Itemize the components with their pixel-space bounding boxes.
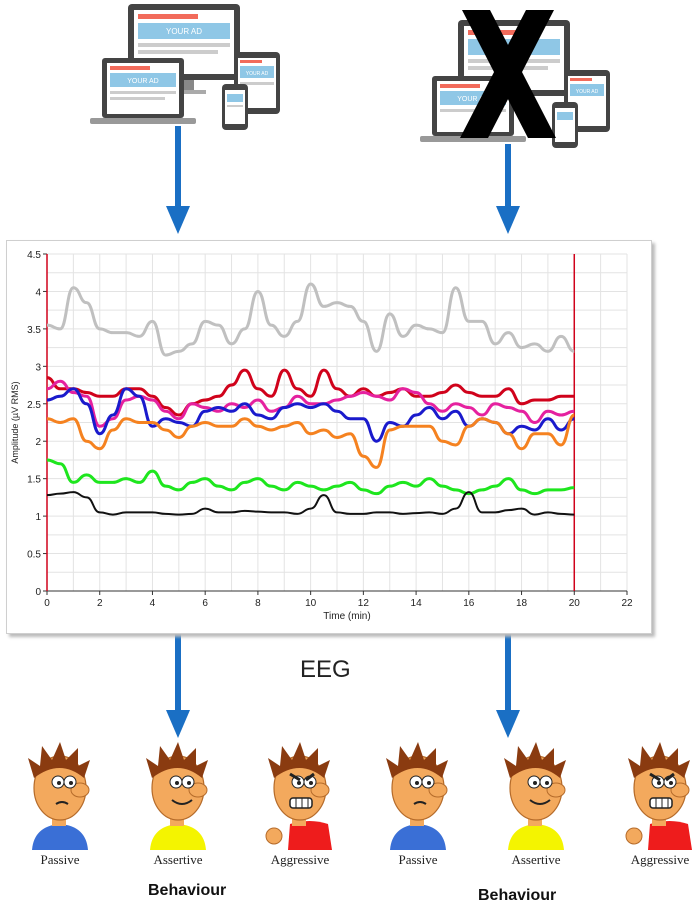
y-tick-label: 2.5 bbox=[27, 400, 41, 411]
x-tick-label: 8 bbox=[255, 598, 261, 609]
x-tick-label: 10 bbox=[305, 598, 317, 609]
ad-text: YOUR AD bbox=[246, 71, 269, 77]
x-tick-label: 16 bbox=[463, 598, 475, 609]
person-label: Assertive bbox=[153, 852, 203, 867]
x-tick-label: 0 bbox=[44, 598, 50, 609]
y-tick-label: 3 bbox=[35, 362, 41, 373]
y-tick-label: 2 bbox=[35, 437, 41, 448]
x-tick-label: 2 bbox=[97, 598, 103, 609]
ad-text: YOUR AD bbox=[457, 96, 489, 103]
y-tick-label: 1.5 bbox=[27, 475, 41, 486]
cross-x-icon bbox=[460, 10, 556, 138]
person-passive-right bbox=[386, 742, 448, 850]
arrow-down-2 bbox=[496, 144, 520, 234]
x-tick-label: 12 bbox=[358, 598, 370, 609]
arrow-down-1 bbox=[166, 126, 190, 234]
eeg-series-line-5 bbox=[46, 458, 575, 496]
person-label: Passive bbox=[398, 852, 438, 867]
y-tick-label: 4 bbox=[35, 287, 41, 298]
ad-text: YOUR AD bbox=[127, 78, 159, 85]
ad-devices-left: YOUR AD YOUR AD YOUR AD bbox=[90, 4, 280, 130]
eeg-series-line-2 bbox=[46, 379, 575, 428]
eeg-series-line-4 bbox=[46, 413, 576, 469]
eeg-series-line-0 bbox=[46, 282, 575, 357]
x-tick-label: 4 bbox=[150, 598, 156, 609]
y-tick-label: 0 bbox=[35, 587, 41, 598]
x-axis-label: Time (min) bbox=[323, 611, 370, 622]
eeg-series-line-1 bbox=[46, 368, 575, 417]
y-tick-label: 1 bbox=[35, 512, 41, 523]
behaviour-label-right: Behaviour bbox=[478, 887, 557, 904]
arrow-down-3 bbox=[166, 628, 190, 738]
person-aggressive-right bbox=[625, 742, 692, 850]
eeg-label: EEG bbox=[300, 656, 351, 683]
x-tick-label: 20 bbox=[569, 598, 581, 609]
person-assertive-left bbox=[146, 742, 208, 850]
person-passive-left bbox=[28, 742, 90, 850]
person-label: Passive bbox=[40, 852, 80, 867]
ad-text: YOUR AD bbox=[576, 89, 599, 95]
person-label: Aggressive bbox=[630, 852, 690, 867]
eeg-chart-panel: 0 2 4 6 8 10 12 14 16 18 20 22 0 0.5 1 1.5 2 2.5 3 3.5 4 4.5 T… bbox=[6, 240, 652, 634]
ad-devices-right: YOUR AD YOUR AD bbox=[420, 10, 610, 148]
ad-text: YOUR AD bbox=[166, 27, 202, 36]
person-aggressive-left bbox=[265, 742, 332, 850]
arrow-down-4 bbox=[496, 628, 520, 738]
x-tick-label: 6 bbox=[202, 598, 208, 609]
person-label: Assertive bbox=[511, 852, 561, 867]
y-axis-label: Amplitude (µV RMS) bbox=[10, 381, 20, 463]
person-assertive-right bbox=[504, 742, 566, 850]
x-tick-label: 22 bbox=[621, 598, 633, 609]
y-tick-label: 3.5 bbox=[27, 325, 41, 336]
x-tick-label: 14 bbox=[411, 598, 423, 609]
x-tick-label: 18 bbox=[516, 598, 528, 609]
y-tick-label: 4.5 bbox=[27, 250, 41, 261]
y-tick-label: 0.5 bbox=[27, 550, 41, 561]
behaviour-label-left: Behaviour bbox=[148, 882, 227, 899]
eeg-line-chart: 0 2 4 6 8 10 12 14 16 18 20 22 0 0.5 1 1.5 2 2.5 3 3.5 4 4.5 T… bbox=[10, 250, 633, 622]
eeg-series-line-6 bbox=[46, 491, 575, 516]
person-label: Aggressive bbox=[270, 852, 330, 867]
